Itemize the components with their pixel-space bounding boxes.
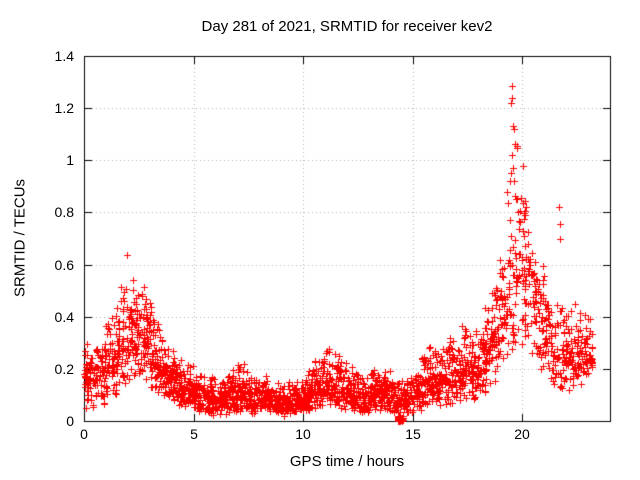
x-tick-label: 10 [295, 426, 311, 442]
y-axis-label: SRMTID / TECUs [11, 178, 29, 298]
y-tick-label: 1.2 [54, 100, 74, 116]
y-tick-label: 1 [66, 152, 74, 168]
y-tick-label: 0 [66, 413, 74, 429]
x-axis-label: GPS time / hours [289, 453, 405, 470]
y-tick-label: 0.8 [54, 204, 74, 220]
y-tick-label: 0.2 [54, 361, 74, 377]
y-tick-label: 0.4 [54, 309, 74, 325]
x-tick-label: 15 [405, 426, 421, 442]
y-tick-label: 1.4 [54, 48, 74, 64]
x-tick-label: 5 [190, 426, 198, 442]
x-tick-label: 0 [80, 426, 88, 442]
y-tick-label: 0.6 [54, 257, 74, 273]
x-tick-label: 20 [514, 426, 530, 442]
chart-title: Day 281 of 2021, SRMTID for receiver kev… [201, 18, 493, 35]
